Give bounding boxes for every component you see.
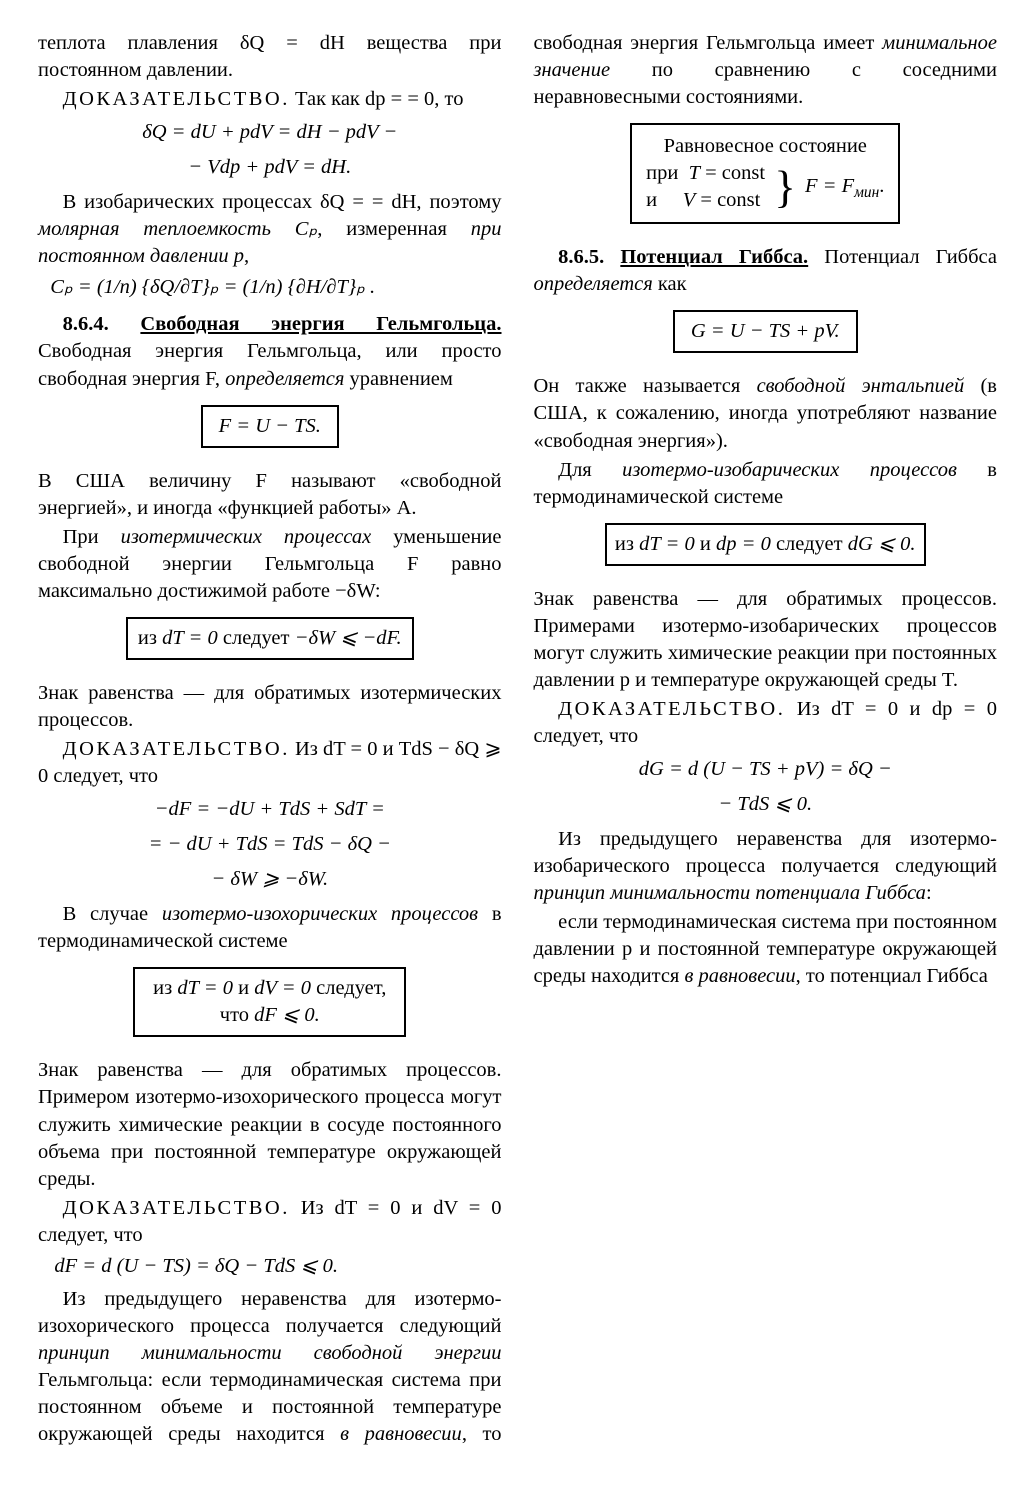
italic: в равновесии: [684, 965, 795, 987]
boxed-eq: Равновесное состояние при T = const и V …: [534, 117, 998, 234]
italic: в равновесии: [340, 1423, 462, 1445]
link: Потенциал Гиббса.: [620, 246, 808, 268]
proof-label: ДОКАЗАТЕЛЬСТВО.: [558, 698, 785, 720]
link: Свободная энергия Гельмгольца.: [140, 313, 501, 335]
equation: −dF = −dU + TdS + SdT =: [38, 796, 502, 823]
formula: dT = 0: [162, 627, 218, 649]
subscript: мин: [854, 184, 879, 201]
proof-label: ДОКАЗАТЕЛЬСТВО.: [63, 1197, 290, 1219]
eq: − TdS ⩽ 0.: [718, 793, 812, 815]
brace-icon: }: [774, 176, 796, 199]
eq: −dF = −dU + TdS + SdT =: [155, 798, 385, 820]
boxed-eq: F = U − TS.: [38, 399, 502, 458]
para: Из предыдущего неравенства для изотермо-…: [534, 826, 998, 907]
text: Знак равенства — для обратимых изотермич…: [38, 682, 502, 731]
boxed-eq: из dT = 0 и dV = 0 следует,что dF ⩽ 0.: [38, 961, 502, 1047]
para: Знак равенства — для обратимых процессов…: [534, 586, 998, 694]
para: Знак равенства — для обратимых изотермич…: [38, 680, 502, 734]
text: :: [926, 882, 932, 904]
proof-label: ДОКАЗАТЕЛЬСТВО.: [63, 738, 290, 760]
equation: Cₚ = (1/n) {δQ/∂T}ₚ = (1/n) {∂H/∂T}ₚ .: [50, 274, 501, 301]
heading: 8.6.4. Свободная энергия Гельмгольца. Св…: [38, 311, 502, 392]
italic: определяется: [225, 368, 344, 390]
para: ДОКАЗАТЕЛЬСТВО. Из dT = 0 и TdS − δQ ⩾ 0…: [38, 736, 502, 790]
para: В изобарических процессах δQ = = dH, поэ…: [38, 189, 502, 270]
para: ДОКАЗАТЕЛЬСТВО. Так как dp = = 0, то: [38, 86, 502, 113]
boxed-eq: G = U − TS + pV.: [534, 304, 998, 363]
para: если термодинамическая система при посто…: [534, 909, 998, 990]
box-head: Равновесное состояние: [664, 135, 867, 157]
text: В изобарических процессах δQ = = dH, поэ…: [63, 191, 502, 213]
section-num: 8.6.5.: [558, 246, 604, 268]
equation: δQ = dU + pdV = dH − pdV −: [38, 119, 502, 146]
equation: − TdS ⩽ 0.: [534, 791, 998, 818]
para: теплота плавления δQ = dH вещества при п…: [38, 30, 502, 84]
text: Для: [558, 459, 622, 481]
equation: − δW ⩾ −δW.: [38, 866, 502, 893]
eq: = − dU + TdS = TdS − δQ −: [149, 833, 391, 855]
text: При: [63, 526, 121, 548]
text: уравнением: [344, 368, 453, 390]
equation: dF = d (U − TS) = δQ − TdS ⩽ 0.: [54, 1253, 501, 1280]
boxed-eq: из из dT = 0 следует −δW ⩽ −dF.dT = 0 сл…: [38, 611, 502, 670]
para: ДОКАЗАТЕЛЬСТВО. Из dT = 0 и dV = 0 следу…: [38, 1195, 502, 1249]
section-title: Свободная энергия Гельмгольца.: [140, 313, 501, 335]
italic: молярная теплоемкость Cₚ: [38, 218, 317, 240]
eq: δQ = dU + pdV = dH − pdV −: [142, 121, 397, 143]
heading: 8.6.5. Потенциал Гиббса. Потенциал Гиббс…: [534, 244, 998, 298]
equation: − Vdp + pdV = dH.: [38, 154, 502, 181]
proof-label: ДОКАЗАТЕЛЬСТВО.: [63, 88, 290, 110]
text: В США величину F называют «свободной эне…: [38, 470, 502, 519]
italic: определяется: [534, 273, 653, 295]
italic: принцип минимальности потенциала Гиббса: [534, 882, 926, 904]
para: Для изотермо-изобарических процессов в т…: [534, 457, 998, 511]
boxed-eq: из dT = 0 и dp = 0 следует dG ⩽ 0.: [534, 517, 998, 576]
section-title: Потенциал Гиббса.: [620, 246, 808, 268]
text: ,: [244, 245, 249, 267]
text: Так как dp = = 0, то: [290, 88, 464, 110]
eq: − Vdp + pdV = dH.: [188, 156, 351, 178]
para: При изотермических процессах уменьшение …: [38, 524, 502, 605]
para: В случае изотермо-изохорических процессо…: [38, 901, 502, 955]
italic: изотермо-изохорических процессов: [162, 903, 478, 925]
para: ДОКАЗАТЕЛЬСТВО. Из dT = 0 и dp = 0 следу…: [534, 696, 998, 750]
italic: принцип минимальности свободной энергии: [38, 1342, 502, 1364]
para: В США величину F называют «свободной эне…: [38, 468, 502, 522]
eq: dF = d (U − TS) = δQ − TdS ⩽ 0.: [54, 1255, 338, 1277]
text: Потенциал Гиббса: [808, 246, 997, 268]
section-num: 8.6.4.: [63, 313, 109, 335]
text: как: [653, 273, 687, 295]
text: Из предыдущего неравенства для изотермо-…: [534, 828, 998, 877]
text: Знак равенства — для обратимых процессов…: [534, 588, 998, 691]
italic: изотермических процессах: [121, 526, 372, 548]
text: , то потенциал Гиббса: [796, 965, 988, 987]
text-plain: из: [138, 627, 162, 649]
text: Свободная энергия Гельмгольца.: [140, 313, 501, 335]
formula: G = U − TS + pV.: [673, 310, 858, 353]
equation: = − dU + TdS = TdS − δQ −: [38, 831, 502, 858]
text: теплота плавления δQ = dH вещества при п…: [38, 32, 502, 81]
text: , измеренная: [317, 218, 471, 240]
text: Он также называется: [534, 375, 757, 397]
equation: dG = d (U − TS + pV) = δQ −: [534, 756, 998, 783]
formula: F = U − TS.: [201, 405, 339, 448]
text: Из предыдущего неравенства для изотермо-…: [38, 1288, 502, 1337]
para: Он также называется свободной энтальпией…: [534, 373, 998, 454]
italic: свободной энтальпией: [757, 375, 965, 397]
text: В случае: [63, 903, 162, 925]
para: Знак равенства — для обратимых процессов…: [38, 1057, 502, 1192]
eq: dG = d (U − TS + pV) = δQ −: [639, 758, 892, 780]
eq: Cₚ = (1/n) {δQ/∂T}ₚ = (1/n) {∂H/∂T}ₚ .: [50, 276, 375, 298]
eq: − δW ⩾ −δW.: [211, 868, 328, 890]
italic: изотермо-изобарических процессов: [622, 459, 957, 481]
text: Знак равенства — для обратимых процессов…: [38, 1059, 502, 1189]
